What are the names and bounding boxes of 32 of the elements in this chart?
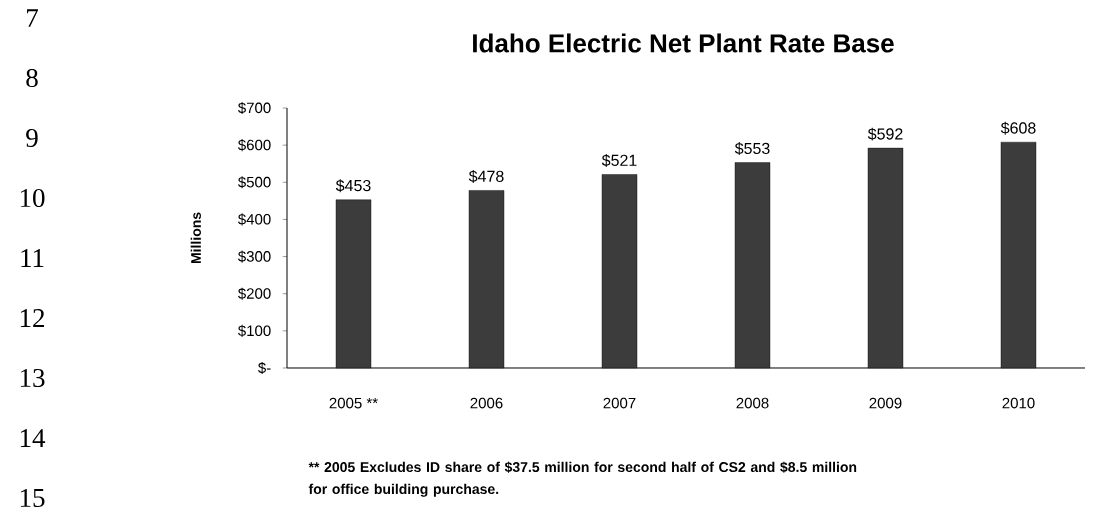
- x-tick-label: 2009: [869, 397, 902, 409]
- data-label: $608: [1000, 121, 1036, 135]
- y-tick-label: $100: [238, 324, 271, 337]
- x-tick-label: 2006: [470, 397, 503, 409]
- y-tick-label: $-: [258, 361, 271, 375]
- y-tick-label: $400: [238, 213, 271, 226]
- y-tick-label: $500: [238, 176, 271, 189]
- text: 10: [20, 188, 45, 208]
- data-label: $478: [468, 169, 504, 183]
- data-label: $553: [734, 142, 770, 156]
- text: ** 2005 Excludes ID share of $37.5 million for second half of CS2 and $8.5 million for office building purchase.: [308, 461, 857, 497]
- text: 12: [20, 309, 45, 327]
- y-tick-label: $300: [238, 250, 271, 263]
- x-tick-label: 2007: [603, 397, 636, 409]
- text: 8: [26, 68, 38, 88]
- y-tick-label: $700: [238, 101, 271, 115]
- text: 13: [20, 368, 45, 388]
- text: 9: [26, 128, 38, 148]
- data-label: $592: [867, 127, 903, 141]
- text: 14: [20, 429, 46, 447]
- data-label: $521: [601, 154, 637, 167]
- x-tick-label: 2008: [736, 397, 769, 409]
- x-tick-label: 2010: [1002, 397, 1035, 409]
- x-tick-label: 2005 **: [329, 397, 378, 409]
- data-label: $453: [335, 179, 371, 193]
- y-axis-title: Millions: [190, 212, 201, 264]
- text: 7: [27, 9, 38, 27]
- text: 15: [20, 488, 45, 508]
- y-tick-label: $200: [238, 287, 271, 300]
- y-tick-label: $600: [238, 139, 271, 152]
- chart-title: Idaho Electric Net Plant Rate Base: [473, 33, 894, 53]
- text: 11: [21, 249, 44, 267]
